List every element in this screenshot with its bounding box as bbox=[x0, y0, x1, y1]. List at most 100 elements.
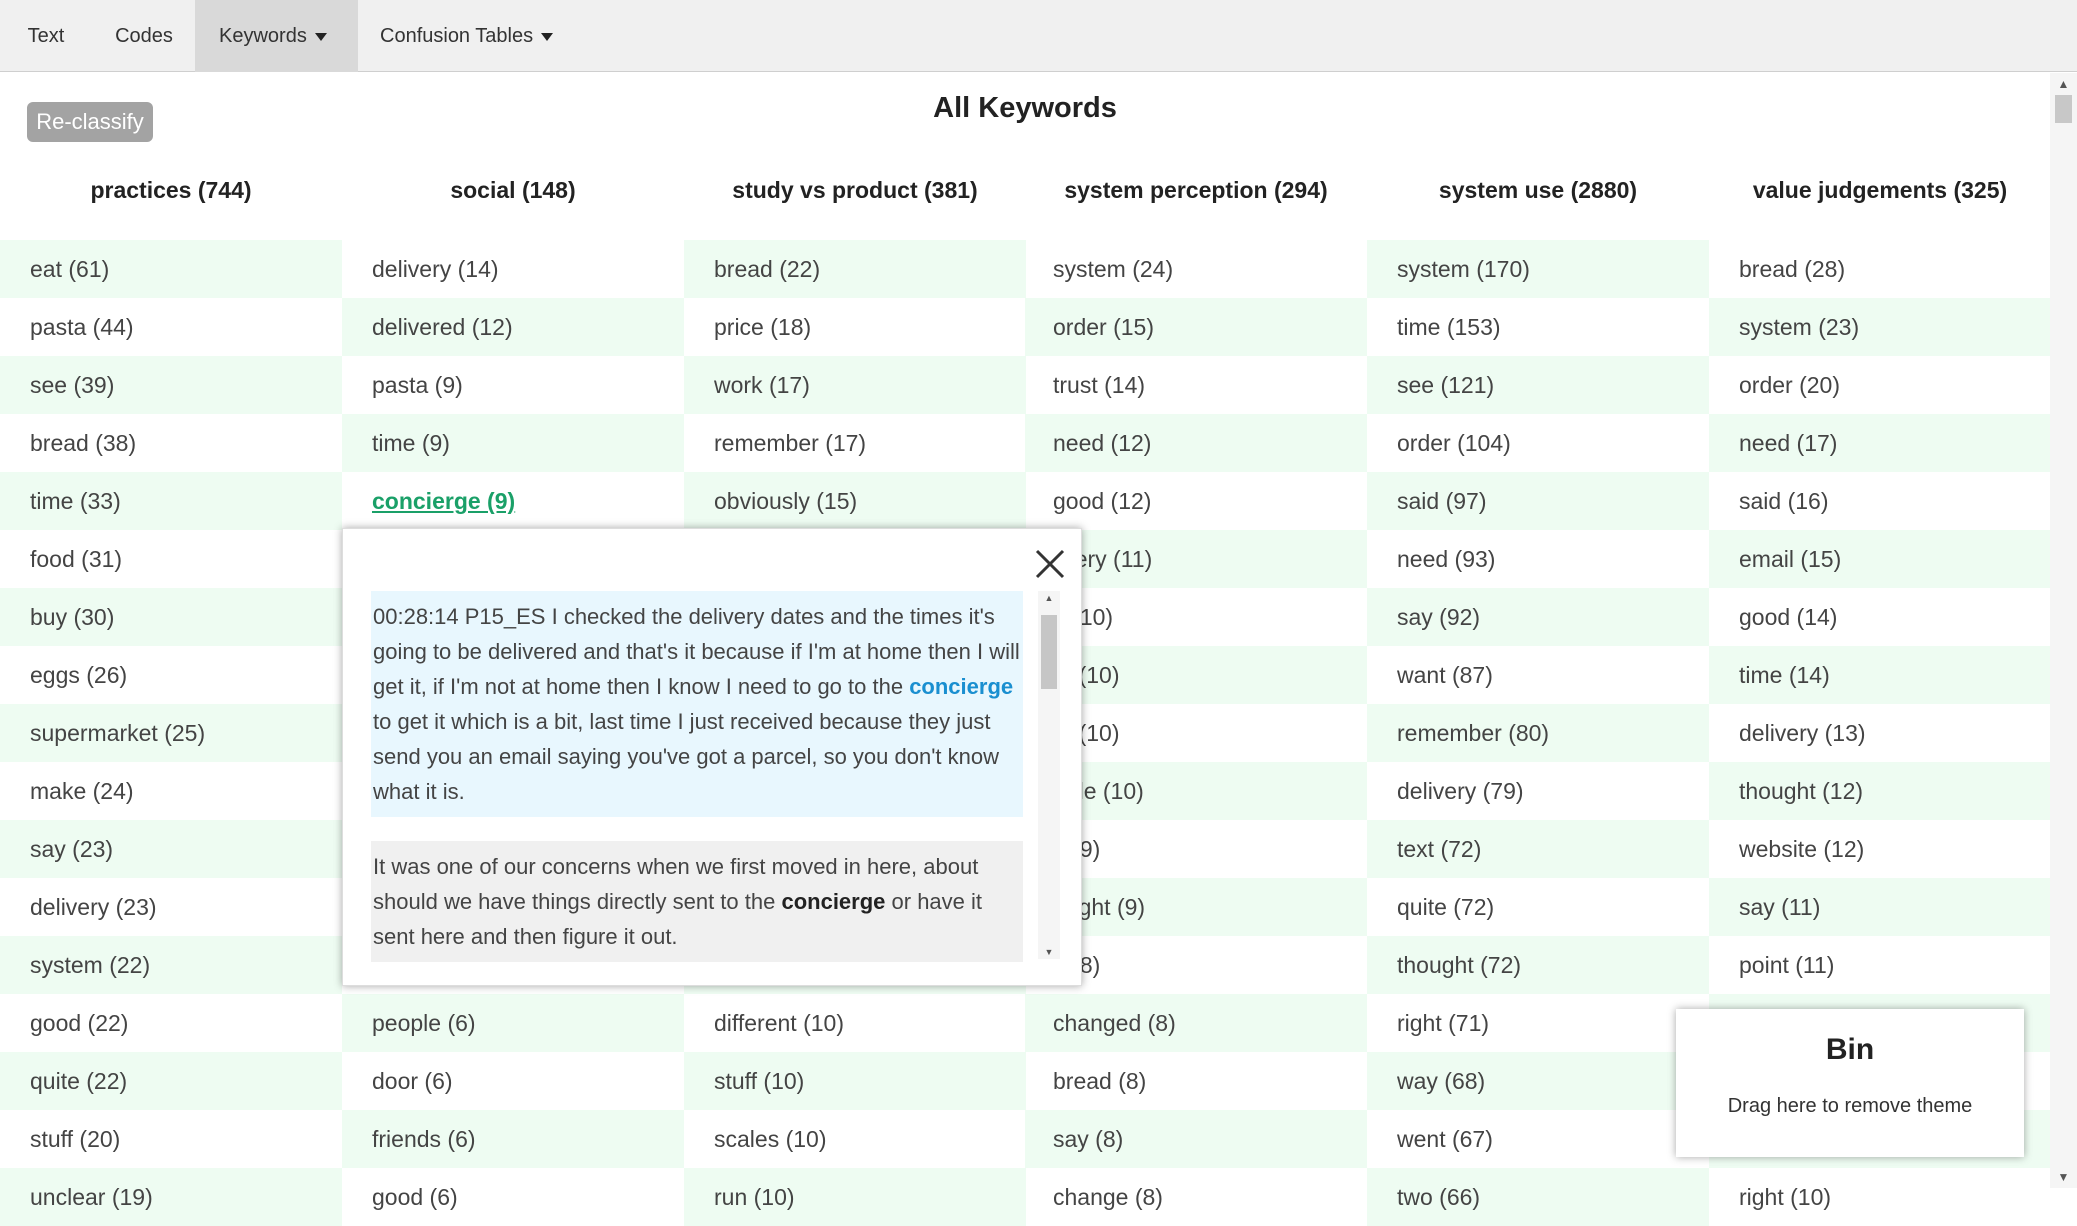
keyword-item[interactable]: bread (22) bbox=[684, 240, 1026, 298]
column-header[interactable]: practices (744) bbox=[90, 177, 252, 203]
keyword-item[interactable]: email (15) bbox=[1709, 530, 2051, 588]
keyword-item[interactable]: concierge (9) bbox=[372, 488, 516, 514]
nav-tab-keywords[interactable]: Keywords bbox=[195, 0, 358, 72]
scroll-down-icon[interactable]: ▼ bbox=[1044, 947, 1054, 957]
keyword-item[interactable]: bread (28) bbox=[1739, 256, 1846, 282]
column-header[interactable]: system use (2880) bbox=[1438, 177, 1638, 203]
keyword-item[interactable]: delivery (14) bbox=[372, 256, 499, 282]
keyword-item[interactable]: need (93) bbox=[1397, 546, 1496, 572]
keyword-item[interactable]: delivered (12) bbox=[342, 298, 684, 356]
column-header[interactable]: study vs product (381) bbox=[732, 177, 978, 203]
keyword-item[interactable]: said (97) bbox=[1367, 472, 1709, 530]
keyword-item[interactable]: make (24) bbox=[30, 778, 134, 804]
keyword-item[interactable]: said (16) bbox=[1739, 488, 1829, 514]
keyword-item[interactable]: time (153) bbox=[1397, 314, 1501, 340]
keyword-item[interactable]: door (6) bbox=[372, 1068, 453, 1094]
quote-text: or have it sent here and then figure it … bbox=[373, 889, 983, 949]
keyword-item[interactable]: good (22) bbox=[30, 1010, 129, 1036]
keyword-item[interactable]: ople (10) bbox=[1025, 762, 1367, 820]
keyword-item[interactable]: good (6) bbox=[372, 1184, 458, 1210]
keyword-item[interactable]: say (23) bbox=[0, 820, 342, 878]
keyword-item[interactable]: scales (10) bbox=[714, 1126, 827, 1152]
keyword-item[interactable]: system (24) bbox=[1053, 256, 1174, 282]
popup-scroll-thumb[interactable] bbox=[1041, 615, 1057, 689]
keyword-item[interactable]: eat (61) bbox=[0, 240, 342, 298]
scroll-up-icon[interactable]: ▲ bbox=[2057, 77, 2070, 91]
keyword-item[interactable]: thought (12) bbox=[1709, 762, 2051, 820]
reclassify-button[interactable]: Re-classify bbox=[27, 102, 153, 142]
keyword-item[interactable]: order (15) bbox=[1025, 298, 1367, 356]
keyword-item[interactable]: changed (8) bbox=[1025, 994, 1367, 1052]
scroll-up-icon[interactable]: ▲ bbox=[1044, 593, 1054, 603]
page-scroll-thumb[interactable] bbox=[2055, 95, 2072, 123]
keyword-item[interactable]: good (14) bbox=[1739, 604, 1838, 630]
keyword-item[interactable]: different (10) bbox=[714, 1010, 844, 1036]
keyword-item[interactable]: say (11) bbox=[1709, 878, 2051, 936]
keyword-item[interactable]: point (11) bbox=[1739, 952, 1835, 978]
keyword-item[interactable]: time (14) bbox=[1709, 646, 2051, 704]
keyword-item[interactable]: bread (8) bbox=[1053, 1068, 1147, 1094]
keyword-item[interactable]: system (170) bbox=[1367, 240, 1709, 298]
keyword-item[interactable]: pasta (9) bbox=[372, 372, 463, 398]
keyword-item[interactable]: unclear (19) bbox=[0, 1168, 342, 1226]
keyword-item[interactable]: see (39) bbox=[0, 356, 342, 414]
scroll-down-icon[interactable]: ▼ bbox=[2057, 1170, 2070, 1184]
nav-tab-text[interactable]: Text bbox=[27, 25, 65, 47]
nav-tab-codes[interactable]: Codes bbox=[115, 25, 173, 47]
keyword-item[interactable]: change (8) bbox=[1053, 1184, 1163, 1210]
keyword-item[interactable]: need (17) bbox=[1709, 414, 2051, 472]
keyword-item[interactable]: delivery (23) bbox=[30, 894, 157, 920]
close-icon[interactable] bbox=[1033, 547, 1067, 581]
keyword-item[interactable]: system (22) bbox=[0, 936, 342, 994]
top-navigation: Text Codes Keywords Confusion Tables bbox=[0, 0, 2077, 72]
keyword-item[interactable]: run (10) bbox=[684, 1168, 1026, 1226]
page-scrollbar[interactable]: ▲ ▼ bbox=[2050, 73, 2077, 1188]
keyword-item[interactable]: way (68) bbox=[1367, 1052, 1709, 1110]
keyword-item[interactable]: quite (22) bbox=[0, 1052, 342, 1110]
keyword-item[interactable]: stuff (10) bbox=[684, 1052, 1026, 1110]
keyword-item[interactable]: obviously (15) bbox=[684, 472, 1026, 530]
keyword-item[interactable]: time (9) bbox=[342, 414, 684, 472]
keyword-item[interactable]: right (10) bbox=[1739, 1184, 1832, 1210]
keyword-item[interactable]: thought (72) bbox=[1367, 936, 1709, 994]
popup-scrollbar[interactable]: ▲ ▼ bbox=[1038, 591, 1060, 959]
keyword-item[interactable]: people (6) bbox=[342, 994, 684, 1052]
keyword-item[interactable]: remember (80) bbox=[1367, 704, 1709, 762]
keyword-item[interactable]: two (66) bbox=[1367, 1168, 1709, 1226]
keyword-item[interactable]: work (17) bbox=[684, 356, 1026, 414]
keyword-item[interactable]: food (31) bbox=[30, 546, 123, 572]
keyword-item[interactable]: order (104) bbox=[1397, 430, 1511, 456]
keyword-item[interactable]: want (87) bbox=[1397, 662, 1493, 688]
keyword-item[interactable]: see (121) bbox=[1367, 356, 1709, 414]
keyword-item[interactable]: text (72) bbox=[1367, 820, 1709, 878]
keyword-item[interactable]: stuff (20) bbox=[30, 1126, 121, 1152]
keyword-item[interactable]: order (20) bbox=[1739, 372, 1840, 398]
keyword-item[interactable]: friends (6) bbox=[342, 1110, 684, 1168]
keyword-item[interactable]: pasta (44) bbox=[30, 314, 134, 340]
keyword-item[interactable]: website (12) bbox=[1739, 836, 1865, 862]
keyword-item[interactable]: trust (14) bbox=[1053, 372, 1146, 398]
keyword-item[interactable]: bread (38) bbox=[30, 430, 137, 456]
column-header[interactable]: value judgements (325) bbox=[1752, 177, 2008, 203]
keyword-item[interactable]: say (92) bbox=[1367, 588, 1709, 646]
keyword-item[interactable]: buy (30) bbox=[0, 588, 342, 646]
nav-tab-confusion-tables[interactable]: Confusion Tables bbox=[358, 0, 578, 72]
bin-dropzone[interactable]: Bin Drag here to remove theme bbox=[1676, 1009, 2024, 1157]
keyword-item[interactable]: eggs (26) bbox=[30, 662, 128, 688]
keyword-item[interactable]: right (71) bbox=[1397, 1010, 1490, 1036]
keyword-item[interactable]: system (23) bbox=[1709, 298, 2051, 356]
keyword-item[interactable]: went (67) bbox=[1397, 1126, 1493, 1152]
column-header[interactable]: social (148) bbox=[450, 177, 576, 203]
keyword-item[interactable]: delivery (13) bbox=[1739, 720, 1866, 746]
keyword-item[interactable]: price (18) bbox=[714, 314, 812, 340]
keyword-item[interactable]: remember (17) bbox=[714, 430, 867, 456]
keyword-item[interactable]: good (12) bbox=[1053, 488, 1152, 514]
keyword-item[interactable]: ought (9) bbox=[1025, 878, 1367, 936]
keyword-item[interactable]: say (8) bbox=[1025, 1110, 1367, 1168]
keyword-item[interactable]: delivery (79) bbox=[1397, 778, 1524, 804]
keyword-item[interactable]: time (33) bbox=[0, 472, 342, 530]
keyword-item[interactable]: quite (72) bbox=[1397, 894, 1495, 920]
keyword-item[interactable]: supermarket (25) bbox=[0, 704, 342, 762]
column-header[interactable]: system perception (294) bbox=[1064, 177, 1328, 203]
keyword-item[interactable]: need (12) bbox=[1025, 414, 1367, 472]
